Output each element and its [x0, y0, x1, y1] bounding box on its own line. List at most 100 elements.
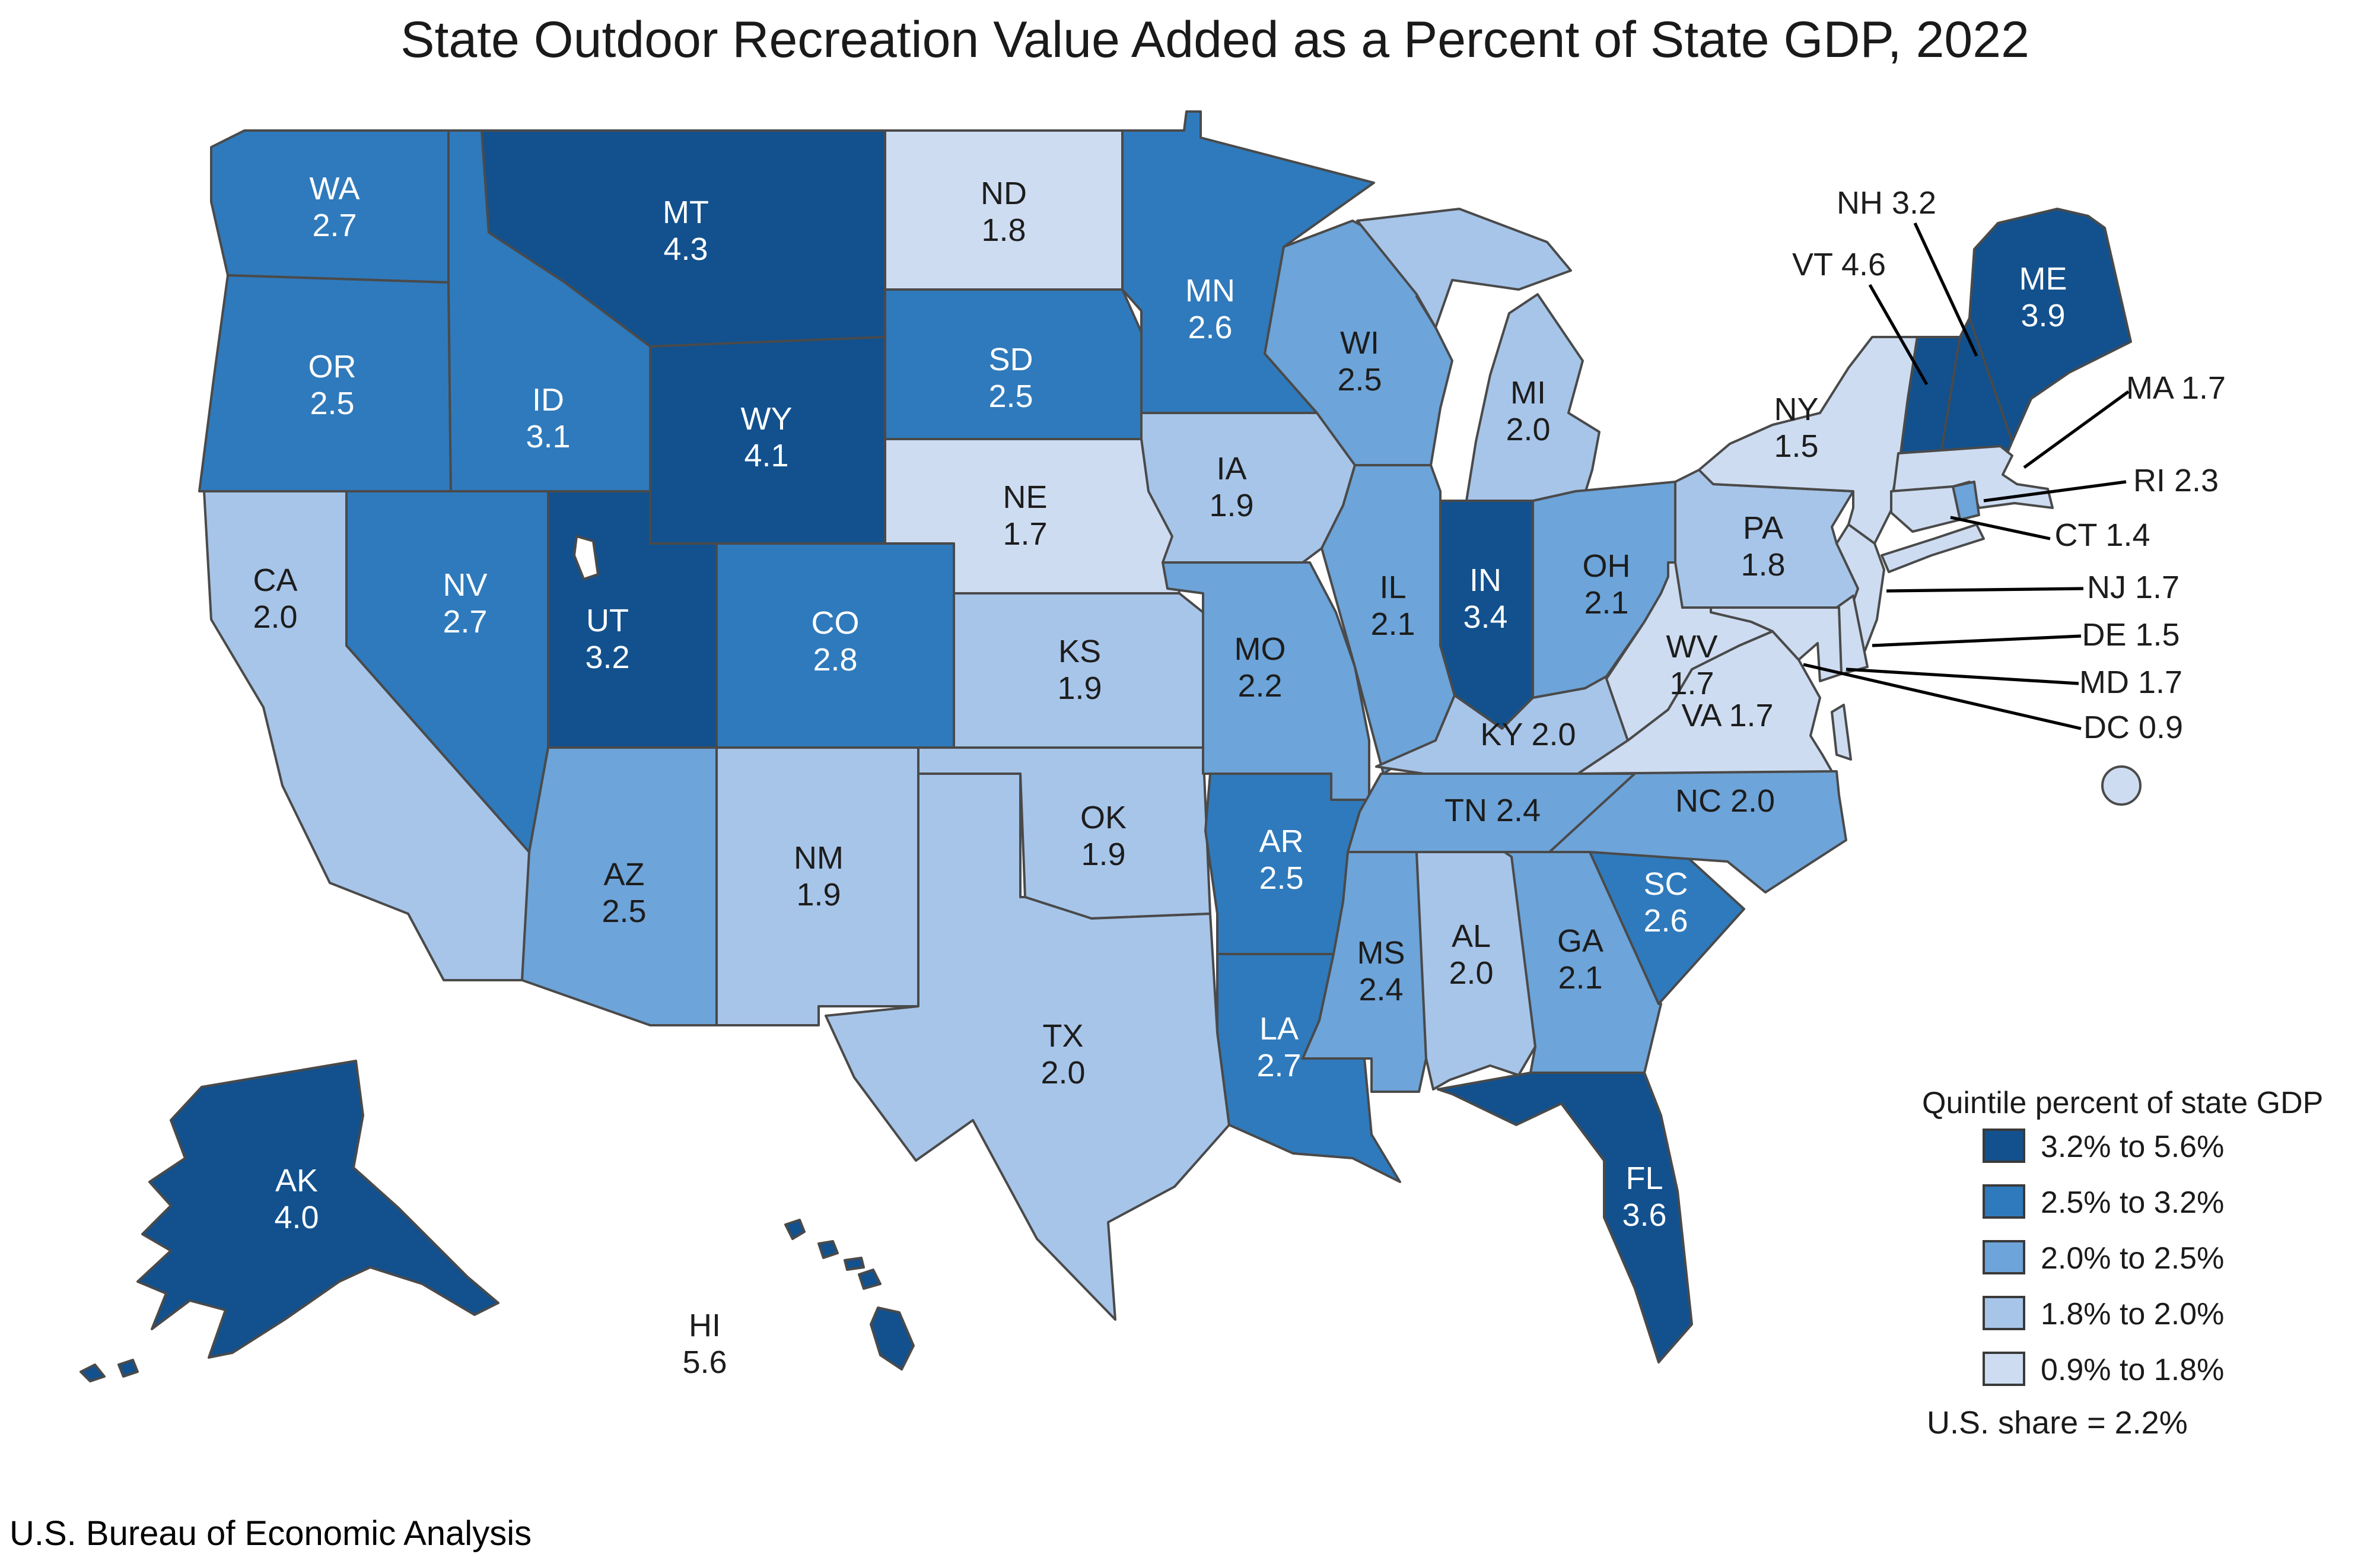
alaska-aleutian-1	[79, 1363, 106, 1382]
source-attribution: U.S. Bureau of Economic Analysis	[9, 1514, 532, 1553]
state-label-wa: WA 2.7	[310, 171, 360, 243]
callout-line-de	[1872, 634, 2082, 647]
legend: Quintile percent of state GDP 3.2% to 5.…	[1922, 1086, 2323, 1441]
state-label-or: OR 2.5	[308, 349, 357, 421]
hawaii-kauai	[784, 1219, 806, 1240]
legend-range-4: 0.9% to 1.8%	[2041, 1353, 2224, 1387]
virginia-eastern-shore	[1831, 704, 1852, 761]
state-md	[1710, 606, 1843, 682]
hawaii-maui	[858, 1269, 882, 1290]
state-hi	[870, 1306, 915, 1371]
state-label-co: CO 2.8	[812, 605, 860, 678]
state-label-sc: SC 2.6	[1643, 866, 1688, 939]
state-label-mo: MO 2.2	[1234, 631, 1286, 704]
state-label-ri: RI 2.3	[2133, 463, 2219, 498]
state-ak	[136, 1060, 499, 1359]
state-value-labels: WA 2.7 OR 2.5 CA 2.0 NV 2.7 ID 3.1 MT 4.3 WY 4.1 UT 3.2…	[253, 171, 2226, 1380]
state-label-nj: NJ 1.7	[2087, 570, 2179, 605]
state-me	[1968, 208, 2132, 443]
state-label-ne: NE 1.7	[1003, 479, 1047, 552]
legend-range-0: 3.2% to 5.6%	[2041, 1130, 2224, 1164]
state-label-ok: OK 1.9	[1080, 800, 1127, 872]
state-label-ia: IA 1.9	[1209, 451, 1253, 523]
state-label-nh: NH 3.2	[1837, 185, 1936, 221]
state-nh	[1940, 317, 2013, 459]
callout-line-dc	[1803, 663, 2082, 730]
state-mi	[1465, 293, 1601, 502]
state-label-hi: HI 5.6	[682, 1308, 727, 1380]
state-label-va: VA 1.7	[1681, 698, 1773, 733]
state-label-il: IL 2.1	[1370, 570, 1415, 642]
great-salt-lake	[573, 535, 599, 580]
alaska-aleutian-2	[117, 1359, 139, 1378]
legend-range-2: 2.0% to 2.5%	[2041, 1241, 2224, 1276]
callout-line-nh	[1913, 222, 1978, 357]
state-label-la: LA 2.7	[1256, 1011, 1301, 1083]
callout-line-ct	[1950, 516, 2051, 541]
state-label-in: IN 3.4	[1463, 562, 1507, 635]
state-label-ky: KY 2.0	[1480, 717, 1576, 752]
state-label-wv: WV 1.7	[1666, 629, 1718, 701]
state-label-oh: OH 2.1	[1583, 548, 1631, 621]
callout-line-vt	[1868, 284, 1929, 386]
state-label-nd: ND 1.8	[981, 176, 1027, 248]
state-label-ga: GA 2.1	[1557, 923, 1603, 996]
state-label-nv: NV 2.7	[443, 567, 487, 640]
callout-leader-lines	[1803, 222, 2130, 730]
state-label-ut: UT 3.2	[585, 603, 629, 675]
state-label-tx: TX 2.0	[1041, 1018, 1085, 1091]
us-share-note: U.S. share = 2.2%	[1927, 1405, 2188, 1441]
state-label-de: DE 1.5	[2082, 617, 2179, 653]
state-label-ma: MA 1.7	[2126, 370, 2226, 406]
us-map-extra-shapes	[79, 208, 1985, 1382]
state-label-pa: PA 1.8	[1741, 510, 1785, 583]
state-label-id: ID 3.1	[526, 382, 570, 454]
state-label-mn: MN 2.6	[1185, 273, 1235, 345]
state-label-ms: MS 2.4	[1357, 935, 1405, 1007]
state-label-vt: VT 4.6	[1792, 247, 1886, 282]
state-label-fl: FL 3.6	[1622, 1161, 1666, 1233]
state-label-me: ME 3.9	[2019, 261, 2067, 333]
state-label-wi: WI 2.5	[1337, 325, 1382, 398]
state-label-ak: AK 4.0	[274, 1163, 319, 1235]
state-label-al: AL 2.0	[1449, 918, 1493, 991]
state-label-mt: MT 4.3	[663, 195, 709, 267]
legend-swatch-0	[1983, 1129, 2025, 1163]
callout-line-md	[1846, 667, 2079, 685]
state-label-nm: NM 1.9	[794, 840, 844, 913]
legend-items: 3.2% to 5.6% 2.5% to 3.2% 2.0% to 2.5% 1.8%…	[1983, 1129, 2224, 1387]
state-dc-marker	[2101, 765, 2142, 806]
callout-line-nj	[1886, 587, 2084, 593]
state-label-ct: CT 1.4	[2054, 517, 2150, 553]
hawaii-oahu	[817, 1240, 839, 1259]
state-label-sd: SD 2.5	[988, 342, 1033, 414]
state-tx	[825, 773, 1230, 1321]
callout-line-ri	[1983, 480, 2127, 503]
state-label-ny: NY 1.5	[1774, 392, 1818, 464]
state-label-md: MD 1.7	[2079, 665, 2182, 700]
new-york-long-island	[1881, 523, 1985, 573]
state-wa	[210, 129, 450, 284]
figure-title: State Outdoor Recreation Value Added as …	[400, 11, 2029, 68]
michigan-upper-peninsula	[1356, 208, 1572, 329]
hawaii-molokai	[844, 1257, 865, 1271]
state-fl	[1437, 1072, 1693, 1363]
legend-range-3: 1.8% to 2.0%	[2041, 1297, 2224, 1331]
state-label-nc: NC 2.0	[1675, 783, 1775, 819]
state-label-tn: TN 2.4	[1444, 793, 1541, 828]
state-ct	[1890, 485, 1961, 533]
callout-line-ma	[2023, 390, 2130, 469]
legend-range-1: 2.5% to 3.2%	[2041, 1185, 2224, 1220]
state-nc	[1548, 770, 1847, 894]
state-label-dc: DC 0.9	[2083, 710, 2183, 745]
state-label-wy: WY 4.1	[741, 401, 793, 473]
state-label-mi: MI 2.0	[1506, 375, 1550, 447]
state-label-az: AZ 2.5	[602, 857, 646, 929]
legend-swatch-3	[1983, 1296, 2025, 1330]
us-map-states	[136, 110, 2142, 1371]
legend-swatch-2	[1983, 1240, 2025, 1274]
legend-swatch-1	[1983, 1184, 2025, 1219]
state-label-ks: KS 1.9	[1057, 634, 1102, 706]
legend-swatch-4	[1983, 1352, 2025, 1386]
